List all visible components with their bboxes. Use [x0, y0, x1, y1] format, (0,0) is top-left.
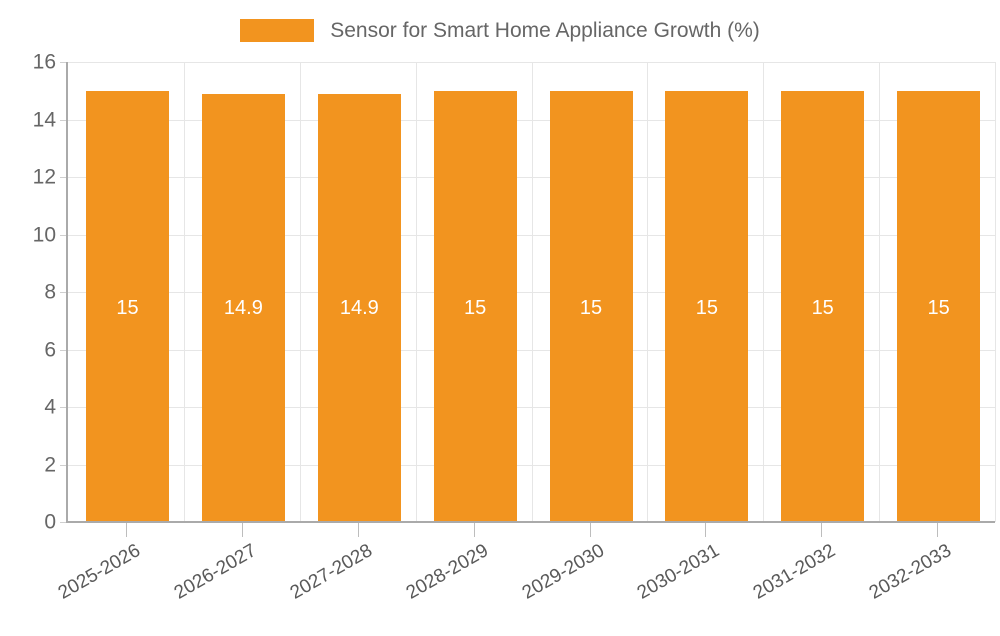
bar[interactable]	[665, 90, 749, 522]
y-tick-label: 4	[44, 395, 56, 419]
bar-value-label: 15	[927, 297, 950, 319]
bar[interactable]	[86, 90, 169, 522]
x-tick-mark	[473, 523, 475, 537]
y-tick-label: 2	[44, 453, 56, 476]
y-axis-tick-labels: 0 2 4 6 8 10 12 14 16	[0, 0, 56, 600]
bar-value-label: 15	[579, 297, 603, 319]
y-tick-label: 0	[44, 510, 56, 534]
y-tick-mark	[60, 62, 68, 63]
legend-swatch-icon	[240, 18, 315, 42]
gridline-vertical	[763, 62, 765, 522]
y-tick-label: 8	[44, 280, 56, 304]
bar-value-label: 15	[463, 297, 487, 319]
x-tick-mark	[589, 523, 591, 537]
y-tick-mark	[60, 522, 68, 523]
plot-area: 15 14.9 14.9 15 15 15 15 15	[68, 62, 996, 522]
y-tick-label: 14	[32, 108, 56, 131]
gridline-vertical	[531, 62, 533, 522]
bar-value-label: 15	[695, 297, 719, 319]
bar-value-label: 14.9	[223, 297, 263, 319]
y-axis-line	[66, 62, 68, 523]
x-axis-line	[68, 521, 995, 523]
bar[interactable]	[433, 90, 517, 522]
y-tick-mark	[60, 119, 68, 121]
y-tick-mark	[60, 407, 68, 408]
bar-value-label: 14.9	[339, 297, 379, 319]
gridline-vertical	[183, 62, 185, 522]
bar[interactable]	[781, 90, 865, 522]
bar[interactable]	[317, 93, 401, 522]
legend-item-sensor-growth[interactable]: Sensor for Smart Home Appliance Growth (…	[240, 18, 760, 42]
gridline-vertical	[879, 62, 881, 522]
y-tick-label: 12	[32, 165, 56, 189]
gridline-vertical	[299, 62, 301, 522]
bar-value-label: 15	[811, 297, 834, 319]
x-tick-mark	[357, 523, 359, 537]
gridline-vertical	[415, 62, 417, 522]
y-tick-label: 16	[32, 50, 56, 74]
bar[interactable]	[897, 90, 981, 522]
y-tick-label: 6	[44, 338, 56, 361]
y-tick-mark	[60, 349, 68, 351]
bar-chart: Sensor for Smart Home Appliance Growth (…	[0, 0, 1000, 604]
bar-value-label: 15	[116, 297, 139, 319]
y-tick-mark	[60, 234, 68, 236]
y-tick-mark	[60, 177, 68, 178]
y-tick-label: 10	[32, 223, 56, 246]
bar[interactable]	[201, 93, 285, 522]
legend-item-label: Sensor for Smart Home Appliance Growth (…	[330, 18, 760, 42]
bar[interactable]	[549, 90, 633, 522]
x-tick-mark	[705, 523, 707, 537]
x-tick-mark	[126, 523, 127, 537]
x-tick-mark	[937, 523, 939, 537]
y-tick-mark	[60, 292, 68, 293]
gridline-vertical	[994, 62, 996, 522]
x-tick-mark	[241, 523, 243, 537]
chart-legend: Sensor for Smart Home Appliance Growth (…	[0, 10, 1000, 50]
gridline-vertical	[647, 62, 649, 522]
y-tick-mark	[60, 464, 68, 466]
x-axis-tick-labels: 2025-2026 2026-2027 2027-2028 2028-2029 …	[55, 540, 955, 604]
x-tick-mark	[821, 523, 823, 537]
